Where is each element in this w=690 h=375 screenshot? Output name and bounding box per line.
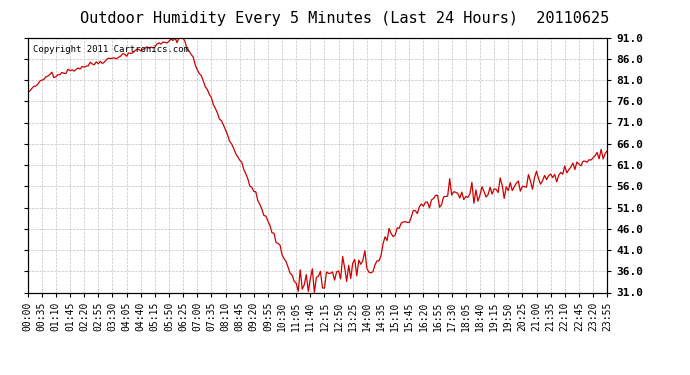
Text: Outdoor Humidity Every 5 Minutes (Last 24 Hours)  20110625: Outdoor Humidity Every 5 Minutes (Last 2… <box>80 11 610 26</box>
Text: Copyright 2011 Cartronics.com: Copyright 2011 Cartronics.com <box>33 45 189 54</box>
